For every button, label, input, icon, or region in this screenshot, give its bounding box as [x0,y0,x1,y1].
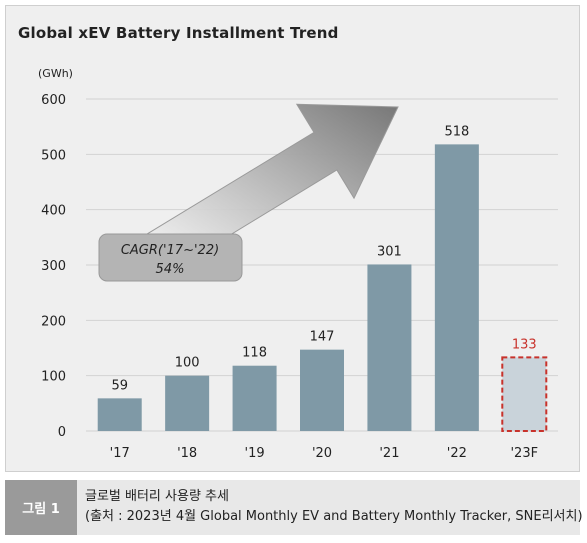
bar [367,264,412,431]
bar-value-label: 118 [242,346,267,361]
figure-caption: 그림 1 글로벌 배터리 사용량 추세 (출처 : 2023년 4월 Globa… [5,480,583,535]
x-tick-label: '23F [510,446,538,461]
x-tick-label: '19 [245,446,265,461]
cagr-label: CAGR('17~'22) [121,243,219,258]
bar-value-label: 133 [512,337,537,352]
bar-value-label: 147 [310,330,335,345]
bar [232,365,277,431]
y-unit-label: (GWh) [38,67,73,80]
figure-badge: 그림 1 [5,480,77,535]
x-tick-label: '18 [177,446,197,461]
cagr-value: 54% [156,262,185,277]
y-tick-label: 600 [41,93,66,108]
y-tick-label: 300 [41,259,66,274]
bar [300,349,344,431]
caption-text: 글로벌 배터리 사용량 추세 (출처 : 2023년 4월 Global Mon… [85,487,583,527]
y-tick-label: 200 [41,314,66,329]
bar-value-label: 518 [444,124,469,139]
cagr-box [98,233,243,282]
bar-value-label: 301 [377,244,402,259]
x-tick-label: '17 [110,446,130,461]
bar-value-label: 59 [111,378,128,393]
chart-title: Global xEV Battery Installment Trend [18,24,339,42]
caption-title: 글로벌 배터리 사용량 추세 [85,489,229,504]
bar-value-label: 100 [175,356,200,371]
x-tick-label: '21 [379,446,399,461]
y-tick-label: 100 [41,370,66,385]
bar [97,398,142,431]
bar-forecast [501,356,548,433]
bar-chart: 0 100 200 300 400 500 600 (GWh) CAGR('17~'22) 54%… [38,67,558,461]
bar [165,375,210,431]
y-tick-label: 400 [41,204,66,219]
y-tick-label: 0 [58,425,66,440]
y-tick-label: 500 [41,148,66,163]
x-tick-label: '20 [312,446,332,461]
caption-source: (출처 : 2023년 4월 Global Monthly EV and Bat… [85,509,583,524]
bar [434,144,479,431]
x-tick-label: '22 [447,446,467,461]
